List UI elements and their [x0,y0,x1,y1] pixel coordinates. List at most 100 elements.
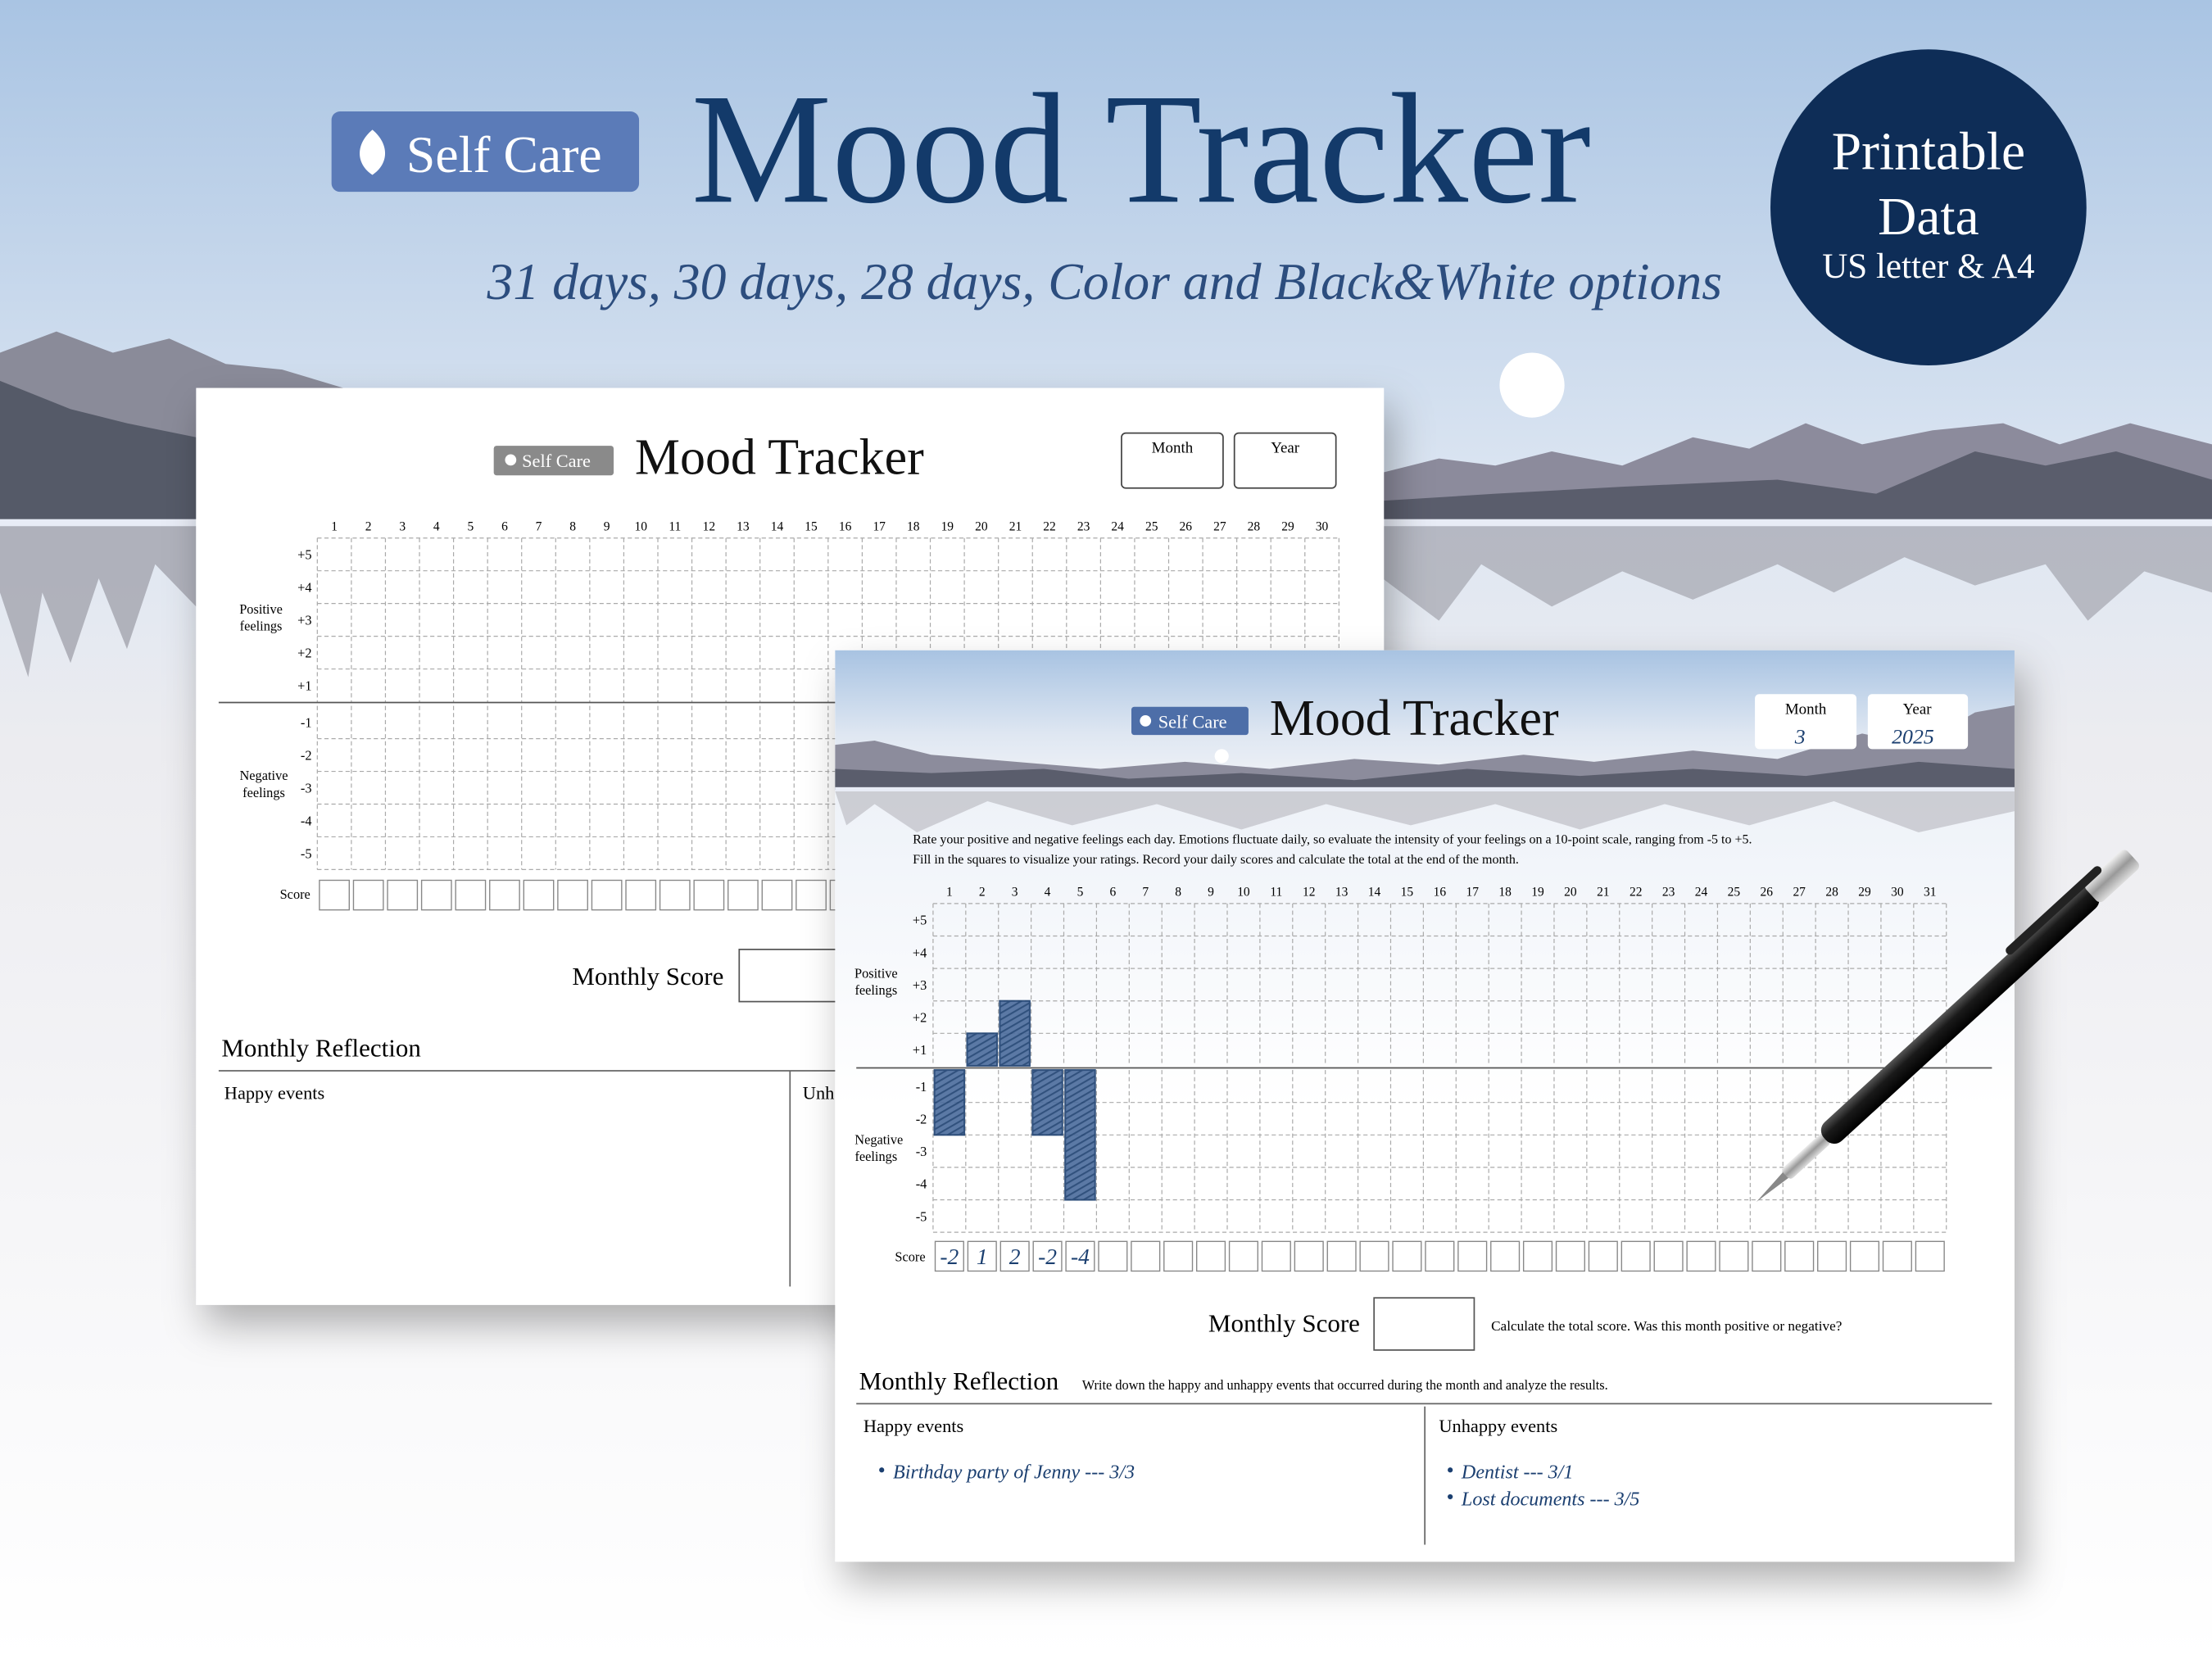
unhappy-title: Unh [803,1082,835,1103]
day-number: 8 [569,519,576,533]
pen [1756,850,2140,1203]
axis-label: Negative [240,768,288,783]
score-value: -4 [1071,1244,1090,1269]
row-label: -4 [301,814,312,829]
score-box [1653,1240,1684,1272]
row-label: +3 [297,613,311,628]
axis-label: feelings [243,785,285,800]
day-number: 10 [1237,885,1250,899]
score-box [1098,1240,1128,1272]
score-box [1490,1240,1521,1272]
day-number: 22 [1043,519,1055,533]
moon [1214,749,1229,764]
score-box [1784,1240,1815,1272]
score-box [1294,1240,1324,1272]
score-value: 2 [1009,1244,1021,1269]
score-value: -2 [1038,1244,1057,1269]
month-label: Month [1152,440,1194,457]
badge-text: Self Care [522,451,591,471]
day-number: 31 [1924,885,1936,899]
subtitle: 31 days, 30 days, 28 days, Color and Bla… [487,252,1723,310]
axis-label: feelings [240,619,283,634]
badge-icon [1140,715,1152,727]
mountain [835,705,2015,791]
score-box [1719,1240,1749,1272]
score-box [1392,1240,1422,1272]
circle-badge [1770,49,2087,365]
month-box [1755,694,1857,750]
day-number: 14 [771,519,784,533]
score-box [796,879,827,911]
day-number: 29 [1858,885,1871,899]
axis-label: Positive [239,601,283,617]
mood-fill [933,1069,966,1136]
monthly-score-box [1373,1297,1475,1351]
day-number: 25 [1728,885,1741,899]
score-box [557,879,588,911]
row-label: -2 [916,1112,927,1127]
day-number: 2 [979,885,986,899]
day-number: 25 [1145,519,1158,533]
horizon [835,786,2015,792]
sheet-title: Mood Tracker [635,430,924,486]
reflection-title: Monthly Reflection [859,1367,1059,1395]
day-number: 27 [1213,519,1226,533]
day-number: 17 [1466,885,1479,899]
score-box [1915,1240,1945,1272]
score-box [1849,1240,1880,1272]
year-label: Year [1903,700,1933,718]
badge-text: Self Care [406,125,602,184]
happy-title: Happy events [224,1082,324,1103]
day-number: 14 [1368,885,1381,899]
day-number: 9 [1208,885,1214,899]
score-box [693,879,725,911]
score-box [1522,1240,1553,1272]
score-box [319,879,350,911]
year-box [1233,432,1337,489]
row-label: +1 [913,1042,927,1058]
monthly-score-label: Monthly Score [572,962,723,990]
score-box [1195,1240,1226,1272]
score-box [1817,1240,1847,1272]
day-number: 12 [703,519,715,533]
day-number: 23 [1077,519,1090,533]
day-number: 13 [1335,885,1349,899]
row-label: +2 [297,646,311,661]
month-label: Month [1785,700,1827,718]
moon [1499,352,1565,418]
main-title: Mood Tracker [691,61,1591,236]
day-number: 24 [1695,885,1708,899]
score-box [1359,1240,1389,1272]
pen-cap [2084,850,2140,903]
mountain [835,761,2015,791]
day-number: 22 [1630,885,1642,899]
score-box [1882,1240,1912,1272]
day-number: 20 [1564,885,1577,899]
instructions: Fill in the squares to visualize your ra… [913,853,1519,867]
row-label: -1 [301,715,312,731]
row-label: -3 [916,1144,927,1159]
day-number: 24 [1111,519,1124,533]
day-number: 18 [1498,885,1512,899]
score-box [455,879,487,911]
score-box [1620,1240,1651,1272]
day-number: 5 [467,519,474,533]
mood-fill [966,1032,999,1067]
day-number: 5 [1077,885,1084,899]
day-number: 15 [1401,885,1414,899]
row-label: -1 [916,1079,927,1095]
unhappy-title: Unhappy events [1439,1416,1557,1436]
row-label: +2 [913,1010,927,1026]
day-number: 11 [1270,885,1282,899]
score-box [1686,1240,1716,1272]
month-value: 3 [1794,724,1806,748]
bullet [879,1467,885,1473]
score-value: 1 [977,1244,988,1269]
unhappy-event: Dentist --- 3/1 [1461,1462,1574,1484]
day-number: 12 [1303,885,1315,899]
row-label: +3 [913,977,927,993]
day-number: 6 [501,519,508,533]
axis-label: Negative [854,1131,903,1147]
score-box [625,879,657,911]
day-number: 20 [975,519,988,533]
